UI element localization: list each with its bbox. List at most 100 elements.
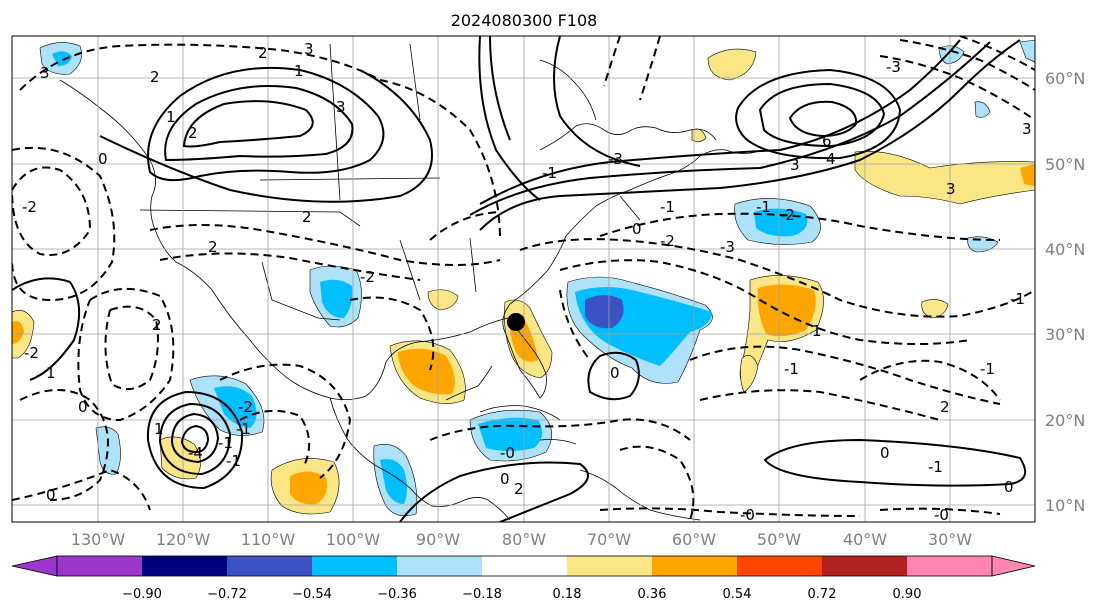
anomaly-yellow bbox=[427, 289, 459, 311]
anomaly-blue bbox=[1019, 39, 1035, 63]
contour-label: 3 bbox=[790, 156, 800, 174]
contour-label: -3 bbox=[886, 58, 901, 76]
map-border bbox=[11, 35, 1036, 523]
longitude-labels: 130°W 120°W 110°W 100°W 90°W 80°W 70°W 6… bbox=[71, 530, 972, 549]
anomaly-yellow bbox=[740, 355, 759, 393]
storm-center-marker bbox=[507, 313, 525, 331]
contour-label: -0 bbox=[934, 506, 949, 524]
colorbar: −0.90 −0.72 −0.54 −0.36 −0.18 0.18 0.36 … bbox=[11, 555, 1036, 602]
anomaly-darkblue bbox=[585, 295, 624, 329]
colorbar-tick-label: −0.54 bbox=[292, 587, 332, 602]
anomaly-yellow bbox=[921, 299, 949, 319]
lat-label-30n: 30°N bbox=[1045, 325, 1085, 344]
contour-label: -3 bbox=[608, 150, 623, 168]
colorbar-bin bbox=[397, 556, 482, 576]
contour-label: 1 bbox=[294, 62, 304, 80]
lon-label-50w: 50°W bbox=[757, 530, 801, 549]
contour-label: -4 bbox=[188, 444, 203, 462]
contours-positive bbox=[12, 36, 1027, 522]
map-title: 2024080300 F108 bbox=[451, 11, 598, 30]
contour-label: -1 bbox=[226, 452, 241, 470]
contour-label: -1 bbox=[236, 420, 251, 438]
colorbar-bin bbox=[652, 556, 737, 576]
lon-label-80w: 80°W bbox=[502, 530, 546, 549]
contour-label: -0 bbox=[740, 506, 755, 524]
contour-label: -2 bbox=[360, 268, 375, 286]
contour-label: -3 bbox=[720, 238, 735, 256]
contour-label: 3 bbox=[336, 98, 346, 116]
contour-label: -0 bbox=[500, 444, 515, 462]
colorbar-bin bbox=[312, 556, 397, 576]
contour-label: 0 bbox=[46, 486, 56, 504]
contour-label: 2 bbox=[152, 316, 162, 334]
contour-label: 0 bbox=[500, 470, 510, 488]
colorbar-tick-label: −0.90 bbox=[122, 587, 162, 602]
colorbar-tick-label: 0.90 bbox=[893, 587, 922, 602]
anomaly-orange bbox=[12, 321, 24, 344]
lon-label-60w: 60°W bbox=[672, 530, 716, 549]
colorbar-tick-label: −0.72 bbox=[207, 587, 247, 602]
colorbar-tick-label: 0.36 bbox=[638, 587, 667, 602]
lon-label-130w: 130°W bbox=[71, 530, 126, 549]
contour-label: 4 bbox=[826, 150, 836, 168]
lon-label-70w: 70°W bbox=[587, 530, 631, 549]
contours-negative bbox=[12, 36, 1035, 521]
lon-label-30w: 30°W bbox=[928, 530, 972, 549]
contour-label: 1 bbox=[46, 364, 56, 382]
contour-label: -2 bbox=[22, 198, 37, 216]
anomaly-yellow bbox=[854, 151, 1035, 205]
contour-label: -2 bbox=[238, 398, 253, 416]
lon-label-110w: 110°W bbox=[241, 530, 296, 549]
anomaly-blue bbox=[974, 101, 991, 118]
lon-label-40w: 40°W bbox=[843, 530, 887, 549]
colorbar-tick-label: 0.54 bbox=[723, 587, 752, 602]
contour-label: 3 bbox=[40, 64, 50, 82]
contour-label: 2 bbox=[208, 238, 218, 256]
contour-label: 0 bbox=[880, 444, 890, 462]
colorbar-extend-left bbox=[11, 555, 58, 577]
contour-label: -1 bbox=[980, 360, 995, 378]
contour-label: -2 bbox=[24, 344, 39, 362]
lon-label-90w: 90°W bbox=[416, 530, 460, 549]
colorbar-bin bbox=[57, 556, 142, 576]
contour-label: -1 bbox=[542, 164, 557, 182]
lat-label-60n: 60°N bbox=[1045, 69, 1085, 88]
contour-label: 3 bbox=[304, 40, 314, 58]
contour-label: 1 bbox=[154, 420, 164, 438]
colorbar-tick-label: 0.18 bbox=[553, 587, 582, 602]
contour-label: 2 bbox=[258, 44, 268, 62]
lat-label-20n: 20°N bbox=[1045, 411, 1085, 430]
colorbar-bin bbox=[737, 556, 822, 576]
colorbar-bin bbox=[227, 556, 312, 576]
contour-label: 0 bbox=[610, 364, 620, 382]
colorbar-bin bbox=[907, 556, 992, 576]
contour-label: 0 bbox=[78, 398, 88, 416]
contour-label: 2 bbox=[302, 208, 312, 226]
colorbar-bin bbox=[482, 556, 567, 576]
anomaly-blue bbox=[939, 45, 965, 65]
lat-label-10n: 10°N bbox=[1045, 496, 1085, 515]
colorbar-tick-label: 0.72 bbox=[808, 587, 837, 602]
shaded-anomalies bbox=[12, 39, 1035, 517]
contour-label: -2 bbox=[780, 206, 795, 224]
contour-label: 0 bbox=[1004, 478, 1014, 496]
contour-label: 0 bbox=[98, 150, 108, 168]
contour-label: -1 bbox=[660, 198, 675, 216]
lon-label-100w: 100°W bbox=[326, 530, 381, 549]
lat-label-50n: 50°N bbox=[1045, 155, 1085, 174]
latitude-labels: 60°N 50°N 40°N 30°N 20°N 10°N bbox=[1045, 69, 1085, 515]
colorbar-bin bbox=[567, 556, 652, 576]
anomaly-yellow bbox=[707, 48, 757, 81]
contour-label: 2 bbox=[514, 480, 524, 498]
colorbar-outline bbox=[56, 555, 993, 577]
map-content bbox=[12, 36, 1035, 522]
anomaly-blue-core bbox=[320, 279, 353, 318]
lon-label-120w: 120°W bbox=[156, 530, 211, 549]
contour-label: 3 bbox=[1022, 120, 1032, 138]
contour-label: 3 bbox=[946, 180, 956, 198]
colorbar-tick-label: −0.18 bbox=[462, 587, 502, 602]
anomaly-orange bbox=[1020, 164, 1035, 186]
anomaly-orange bbox=[290, 471, 327, 505]
colorbar-tick-label: −0.36 bbox=[377, 587, 417, 602]
